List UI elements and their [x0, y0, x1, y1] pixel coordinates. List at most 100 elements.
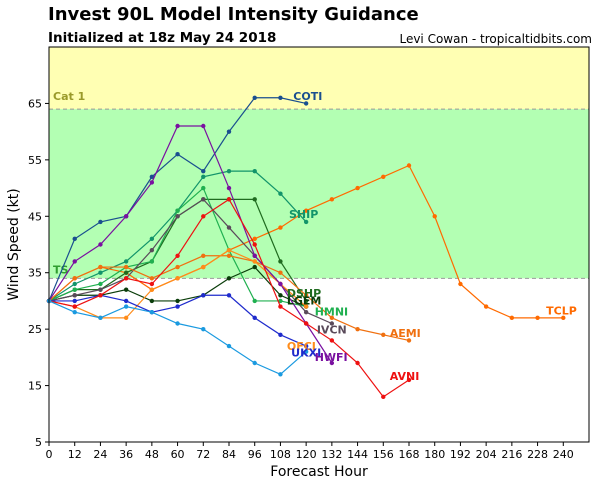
data-point: [381, 174, 386, 179]
series-label-avni: AVNI: [390, 370, 420, 383]
x-axis-ticks: 0 12 24 36 48 60 72 84 96 108 120 132 144 156 168 180 19…: [46, 442, 574, 461]
data-point: [201, 326, 206, 332]
series-avni: [46, 197, 412, 400]
data-point: [226, 129, 232, 134]
data-point: [483, 304, 489, 309]
band-label-cat-1: Cat 1: [53, 90, 85, 103]
data-point: [252, 253, 257, 258]
x-tick-label: 240: [553, 448, 574, 461]
x-tick-label: 24: [93, 448, 107, 461]
data-point: [226, 276, 232, 281]
y-tick-label: 5: [35, 436, 42, 449]
data-point: [149, 236, 155, 242]
data-point: [252, 197, 257, 202]
data-point: [123, 259, 129, 264]
data-point: [278, 304, 283, 309]
band-cat-1: [49, 47, 589, 110]
series-label-tclp: TCLP: [546, 305, 577, 318]
data-point: [98, 287, 103, 292]
plot-frame: [48, 46, 590, 443]
data-point: [278, 191, 283, 196]
series-label-hmni: HMNI: [315, 306, 348, 319]
data-point: [303, 219, 309, 225]
data-point: [98, 315, 103, 321]
x-tick-label: 108: [270, 448, 291, 461]
data-point: [355, 185, 360, 191]
data-point: [149, 259, 155, 264]
data-point: [355, 326, 360, 332]
series-label-dshp: DSHP: [287, 287, 321, 300]
series-unlabeled-12: [46, 298, 309, 377]
data-point: [303, 321, 309, 326]
series-line: [48, 125, 333, 364]
data-point: [252, 259, 257, 264]
data-point: [149, 310, 155, 315]
x-tick-label: 228: [527, 448, 548, 461]
series-line: [48, 198, 333, 325]
data-point: [252, 242, 257, 247]
data-point: [226, 293, 232, 298]
series-label-ship: SHIP: [289, 208, 318, 221]
data-point: [201, 123, 206, 129]
data-point: [175, 152, 180, 157]
data-point: [329, 315, 335, 321]
data-point: [303, 304, 309, 309]
chart-title: Invest 90L Model Intensity Guidance: [48, 4, 419, 25]
data-point: [381, 394, 386, 400]
data-point: [123, 298, 129, 304]
data-point: [123, 304, 129, 309]
data-point: [175, 304, 180, 309]
data-point: [175, 298, 180, 304]
data-point: [252, 315, 257, 321]
x-tick-label: 204: [476, 448, 497, 461]
x-tick-label: 180: [424, 448, 445, 461]
x-tick-label: 84: [222, 448, 236, 461]
band-label-ts: TS: [53, 263, 69, 276]
data-point: [72, 281, 77, 287]
data-point: [201, 253, 206, 258]
series-label-lgem: LGEM: [287, 294, 322, 307]
data-point: [226, 185, 232, 191]
data-point: [252, 360, 257, 366]
data-point: [355, 360, 360, 366]
data-point: [201, 264, 206, 270]
x-tick-label: 72: [196, 448, 210, 461]
data-point: [175, 208, 180, 213]
data-point: [149, 298, 155, 304]
x-tick-label: 48: [145, 448, 159, 461]
y-axis-title: Wind Speed (kt): [6, 188, 22, 301]
data-point: [98, 270, 103, 275]
data-point: [175, 264, 180, 270]
data-point: [98, 293, 103, 298]
data-point: [329, 197, 335, 202]
data-point: [149, 281, 155, 287]
data-point: [175, 214, 180, 219]
data-point: [303, 293, 309, 298]
data-point: [123, 270, 129, 275]
data-point: [303, 349, 309, 354]
data-point: [252, 168, 257, 174]
chart-subtitle: Initialized at 18z May 24 2018: [48, 30, 277, 46]
x-tick-label: 132: [321, 448, 342, 461]
data-point: [149, 276, 155, 281]
data-point: [278, 225, 283, 230]
data-point: [201, 185, 206, 191]
data-point: [226, 197, 232, 202]
data-point: [303, 298, 309, 304]
x-tick-label: 0: [46, 448, 53, 461]
data-point: [278, 332, 283, 337]
data-point: [175, 253, 180, 258]
data-point: [278, 95, 283, 100]
data-point: [252, 264, 257, 270]
series-label-ukxi: UKXI: [291, 346, 321, 359]
data-point: [329, 321, 335, 326]
data-point: [329, 360, 335, 366]
data-point: [175, 123, 180, 129]
data-point: [381, 332, 386, 337]
data-point: [406, 377, 412, 383]
data-point: [175, 276, 180, 281]
data-point: [226, 168, 232, 174]
x-tick-label: 156: [373, 448, 394, 461]
series-ivcn: [46, 197, 335, 326]
